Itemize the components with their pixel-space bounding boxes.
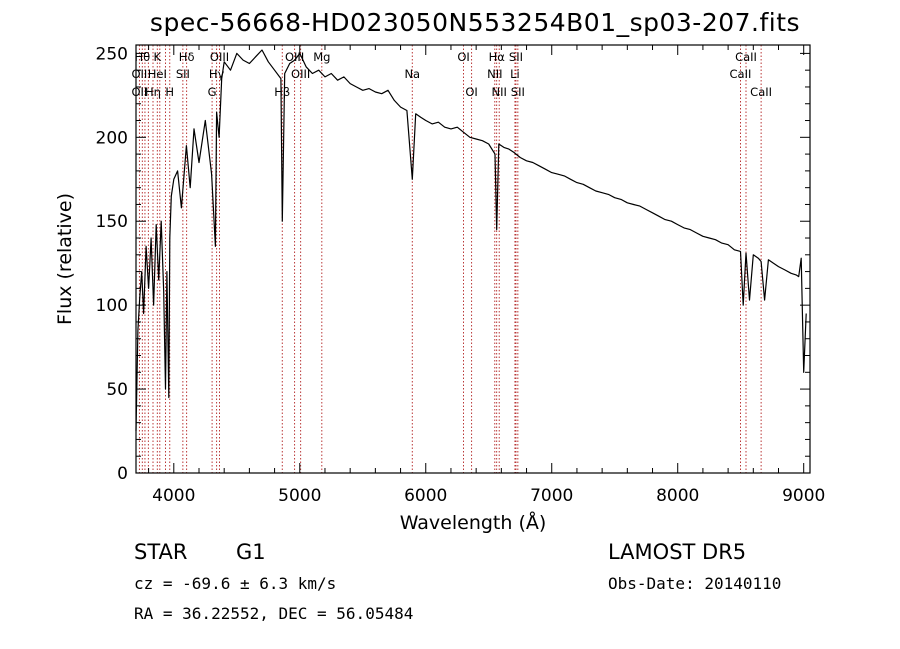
object-class: STAR [134,540,188,564]
y-axis-label: Flux (relative) [54,193,76,325]
y-tick-label: 150 [96,212,128,232]
line-label: SII [509,50,523,64]
line-label: SII [176,67,190,81]
line-label: OI [465,85,477,99]
line-label: OI [457,50,469,64]
line-label: Mg [313,50,330,64]
line-label: HeI [148,67,167,81]
line-label: OIII [285,50,304,64]
line-label: NII [492,85,507,99]
line-labels: OIIOIIHθHηKHeIHSIIHδGHγOIIIHβOIIIOIIIMgN… [131,50,772,99]
line-label: OII [131,85,147,99]
x-axis-label: Wavelength (Å) [400,511,547,534]
line-label: OIII [210,50,229,64]
line-label: K [154,50,162,64]
line-label: OIII [291,67,310,81]
line-label: NII [487,67,502,81]
x-tick-label: 9000 [782,486,825,506]
line-label: Hα [489,50,506,64]
line-label: Hη [145,85,161,99]
x-tick-label: 5000 [278,486,321,506]
x-tick-label: 7000 [530,486,573,506]
line-label: Na [404,67,420,81]
y-tick-label: 0 [117,464,128,484]
line-label: OII [131,67,147,81]
line-label: Hθ [134,50,150,64]
redshift-readout: cz = -69.6 ± 6.3 km/s [134,574,337,593]
line-label: Hγ [209,67,225,81]
line-label: CaII [730,67,752,81]
chart-title: spec-56668-HD023050N553254B01_sp03-207.f… [149,8,801,37]
coordinates-readout: RA = 36.22552, DEC = 56.05484 [134,604,414,623]
line-label: CaII [750,85,772,99]
line-label: Hδ [179,50,195,64]
line-label: Li [510,67,520,81]
observation-date: Obs-Date: 20140110 [608,574,782,593]
line-label: G [208,85,217,99]
plot-frame [135,44,811,474]
survey-name: LAMOST DR5 [608,540,747,564]
x-tick-label: 8000 [656,486,699,506]
line-label: H [165,85,174,99]
axis-ticks: 4000 5000 6000 7000 8000 9000 0 50 100 150 200 250 [96,44,826,506]
line-label: CaII [735,50,757,64]
y-tick-label: 100 [96,296,128,316]
line-label: SII [511,85,525,99]
spectral-line-markers [138,45,762,473]
y-tick-label: 200 [96,128,128,148]
x-tick-label: 6000 [404,486,447,506]
y-tick-label: 250 [96,44,128,64]
object-subclass: G1 [236,540,266,564]
spectrum-line [135,49,807,432]
y-tick-label: 50 [106,380,128,400]
x-tick-label: 4000 [152,486,195,506]
line-label: Hβ [274,85,290,99]
spectrum-series [135,49,807,432]
